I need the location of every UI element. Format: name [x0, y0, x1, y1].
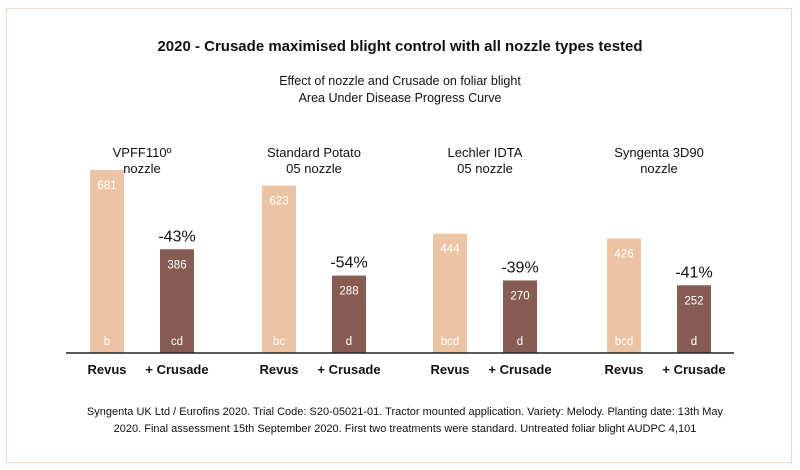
bar-crusade-4	[677, 285, 711, 353]
category-label-revus-1: Revus	[87, 362, 126, 377]
group-label-3-line-1: Lechler IDTA	[448, 145, 523, 160]
letter-label-revus-1: b	[104, 336, 110, 348]
letter-label-revus-4: bcd	[615, 336, 634, 348]
change-label-3: -39%	[501, 259, 538, 276]
chart-frame	[6, 8, 792, 463]
category-label-revus-2: Revus	[259, 362, 298, 377]
bar-crusade-1	[160, 249, 194, 353]
group-label-4-line-2: nozzle	[640, 161, 678, 176]
category-label-crusade-2: + Crusade	[317, 362, 380, 377]
group-label-2-line-1: Standard Potato	[267, 145, 361, 160]
letter-label-crusade-3: d	[517, 336, 523, 348]
group-label-2-line-2: 05 nozzle	[286, 161, 342, 176]
group-label-4-line-1: Syngenta 3D90	[614, 145, 704, 160]
change-label-4: -41%	[675, 264, 712, 281]
letter-label-crusade-4: d	[691, 336, 697, 348]
group-label-1-line-2: nozzle	[123, 161, 161, 176]
value-label-crusade-4: 252	[684, 295, 703, 307]
category-label-crusade-1: + Crusade	[145, 362, 208, 377]
letter-label-crusade-1: cd	[171, 336, 183, 348]
category-label-revus-4: Revus	[604, 362, 643, 377]
bar-crusade-3	[503, 280, 537, 353]
subtitle-line-2: Area Under Disease Progress Curve	[298, 91, 502, 105]
bar-revus-1	[90, 170, 124, 353]
bar-crusade-2	[332, 275, 366, 353]
category-label-revus-3: Revus	[430, 362, 469, 377]
bar-revus-3	[433, 233, 467, 353]
change-label-2: -54%	[330, 255, 367, 272]
value-label-revus-3: 444	[440, 244, 460, 256]
value-label-revus-2: 623	[269, 196, 288, 208]
letter-label-revus-3: bcd	[441, 336, 460, 348]
group-label-3-line-2: 05 nozzle	[457, 161, 513, 176]
letter-label-revus-2: bc	[273, 336, 285, 348]
letter-label-crusade-2: d	[346, 336, 352, 348]
change-label-1: -43%	[158, 228, 195, 245]
value-label-crusade-3: 270	[510, 290, 529, 302]
chart-subtitle: Effect of nozzle and Crusade on foliar b…	[0, 73, 800, 107]
value-label-crusade-1: 386	[167, 259, 186, 271]
value-label-crusade-2: 288	[339, 286, 358, 298]
bar-revus-4	[607, 238, 641, 353]
footnote: Syngenta UK Ltd / Eurofins 2020. Trial C…	[60, 404, 750, 438]
footnote-line-1: Syngenta UK Ltd / Eurofins 2020. Trial C…	[86, 406, 724, 418]
bar-revus-2	[262, 185, 296, 353]
value-label-revus-1: 681	[97, 180, 116, 192]
category-label-crusade-4: + Crusade	[662, 362, 725, 377]
category-label-crusade-3: + Crusade	[488, 362, 551, 377]
footnote-line-2: 2020. Final assessment 15th September 20…	[113, 423, 697, 435]
value-label-revus-4: 426	[614, 249, 633, 261]
subtitle-line-1: Effect of nozzle and Crusade on foliar b…	[279, 74, 521, 88]
group-label-1-line-1: VPFF110º	[113, 145, 172, 160]
chart-title: 2020 - Crusade maximised blight control …	[157, 38, 643, 55]
